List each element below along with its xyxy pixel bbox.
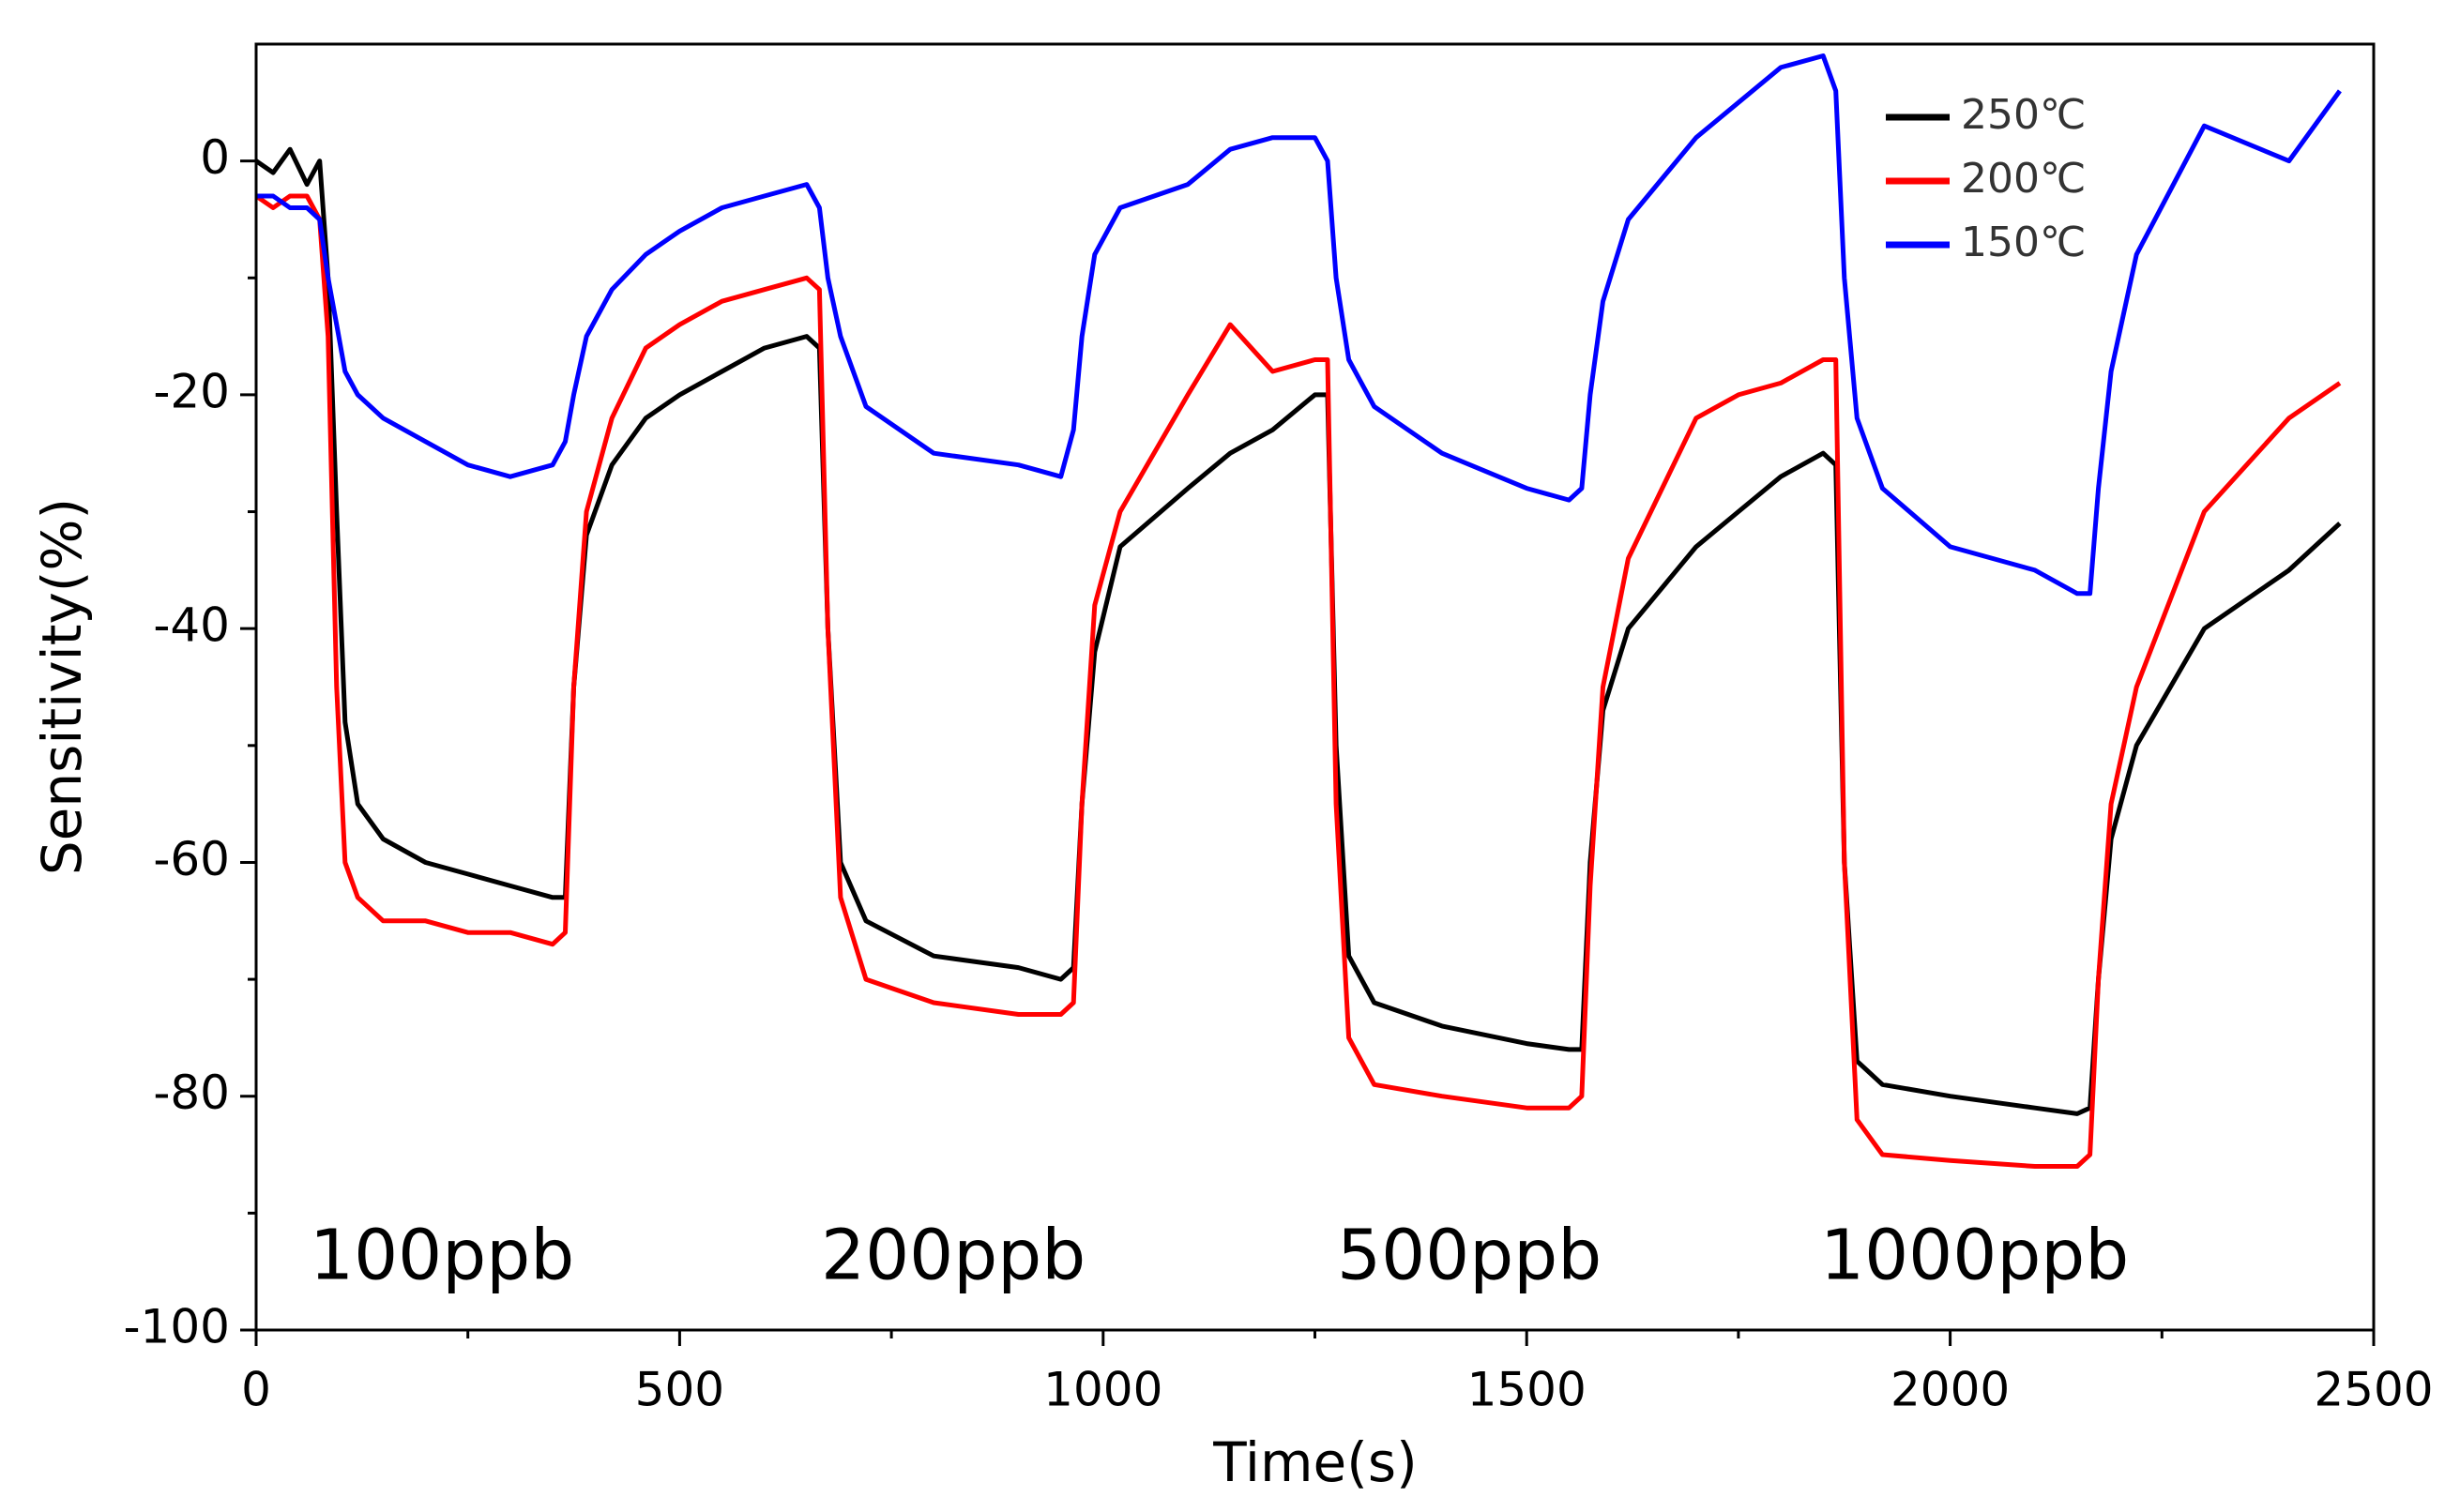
- x-axis-label: Time(s): [1212, 1430, 1417, 1494]
- legend-label: 200℃: [1961, 155, 2086, 203]
- series-line: [256, 53, 2342, 597]
- legend-label: 150℃: [1961, 219, 2086, 266]
- annotation: 100ppb: [310, 1216, 574, 1296]
- x-tick-label: 500: [635, 1363, 724, 1417]
- x-tick-label: 2000: [1891, 1363, 2010, 1417]
- x-tick-label: 0: [241, 1363, 271, 1417]
- y-tick-label: -80: [153, 1066, 230, 1120]
- plot-frame: [254, 42, 2376, 1332]
- y-tick-label: -60: [153, 832, 230, 886]
- series-line: [254, 193, 2342, 1169]
- x-tick-label: 1500: [1467, 1363, 1587, 1417]
- legend-label: 250℃: [1961, 91, 2086, 139]
- y-tick-label: 0: [200, 130, 230, 185]
- annotation: 200ppb: [821, 1216, 1086, 1296]
- y-tick-label: -100: [124, 1300, 230, 1354]
- annotation: 500ppb: [1337, 1216, 1602, 1296]
- annotation: 1000ppb: [1820, 1216, 2129, 1296]
- y-axis-label: Sensitivity(%): [30, 498, 94, 875]
- x-tick-label: 1000: [1043, 1363, 1162, 1417]
- y-tick-label: -20: [153, 364, 230, 418]
- y-tick-label: -40: [153, 598, 230, 653]
- series-line: [254, 146, 2342, 1116]
- x-tick-label: 2500: [2314, 1363, 2433, 1417]
